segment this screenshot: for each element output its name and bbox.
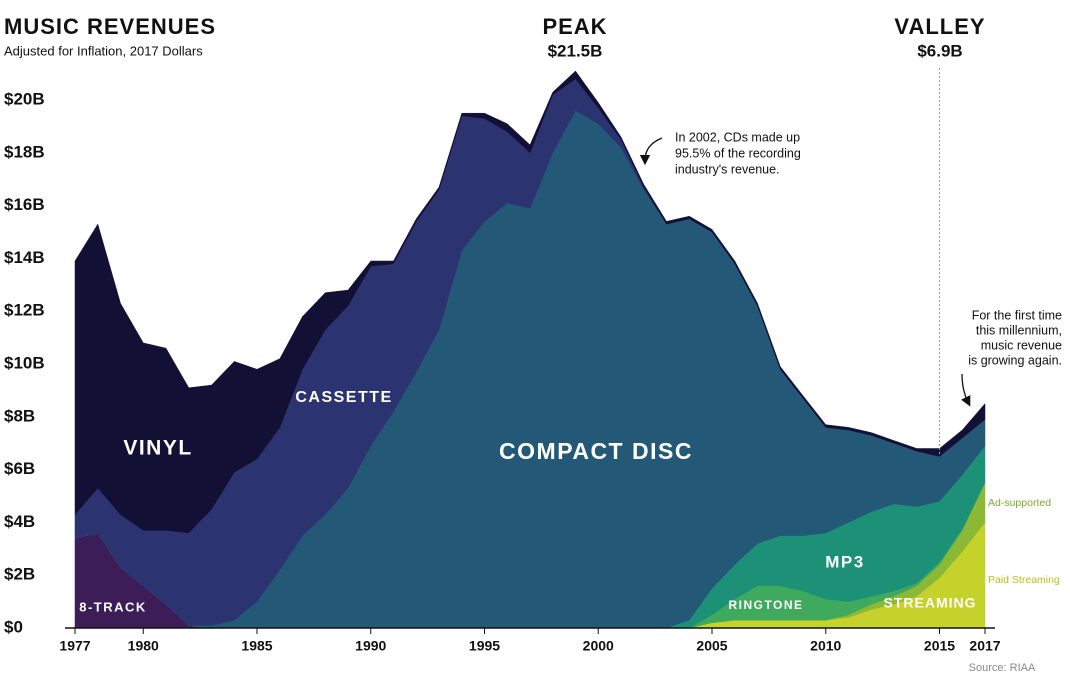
plot — [74, 70, 986, 629]
annotation: industry's revenue. — [675, 162, 780, 176]
y-tick-label: $18B — [4, 142, 45, 161]
series-label: VINYL — [123, 437, 192, 460]
annotation: is growing again. — [968, 353, 1062, 367]
peak-value: $21.5B — [548, 41, 603, 60]
series-label: 8-TRACK — [79, 599, 147, 614]
x-tick-label: 1980 — [128, 638, 159, 654]
series-label: COMPACT DISC — [499, 438, 693, 464]
streaming-label: STREAMING — [884, 595, 977, 611]
x-tick-label: 2017 — [969, 638, 1000, 654]
chart-subtitle: Adjusted for Inflation, 2017 Dollars — [4, 43, 203, 58]
y-tick-label: $16B — [4, 195, 45, 214]
valley-label: VALLEY — [894, 14, 985, 39]
y-tick-label: $12B — [4, 301, 45, 320]
y-tick-label: $8B — [4, 406, 35, 425]
y-tick-label: $14B — [4, 248, 45, 267]
annotation: 95.5% of the recording — [675, 146, 801, 160]
x-tick-label: 2005 — [696, 638, 727, 654]
source: Source: RIAA — [969, 662, 1036, 674]
x-tick-label: 1985 — [241, 638, 272, 654]
x-tick-label: 2010 — [810, 638, 841, 654]
y-tick-label: $2B — [4, 565, 35, 584]
x-tick-label: 2000 — [583, 638, 614, 654]
y-tick-label: $10B — [4, 353, 45, 372]
y-tick-label: $0 — [4, 617, 23, 636]
peak-label: PEAK — [542, 14, 607, 39]
chart-title: MUSIC REVENUES — [4, 14, 216, 39]
series-label: MP3 — [825, 552, 864, 571]
series-label: Ad-supported — [988, 497, 1051, 509]
valley-value: $6.9B — [917, 41, 962, 60]
x-tick-label: 2015 — [924, 638, 955, 654]
annotation: For the first time — [972, 308, 1062, 322]
y-tick-label: $20B — [4, 89, 45, 108]
series-label: RINGTONE — [728, 598, 803, 612]
series-label: Paid Streaming — [988, 574, 1060, 586]
area — [74, 70, 986, 534]
annotation: this millennium, — [976, 323, 1062, 337]
arrow — [961, 373, 971, 407]
annotation: In 2002, CDs made up — [675, 130, 800, 144]
arrow — [639, 137, 663, 166]
series-label: CASSETTE — [295, 389, 392, 406]
x-tick-label: 1995 — [469, 638, 500, 654]
x-tick-label: 1990 — [355, 638, 386, 654]
y-tick-label: $6B — [4, 459, 35, 478]
x-tick-label: 1977 — [59, 638, 90, 654]
y-tick-label: $4B — [4, 512, 35, 531]
annotation: music revenue — [981, 338, 1062, 352]
